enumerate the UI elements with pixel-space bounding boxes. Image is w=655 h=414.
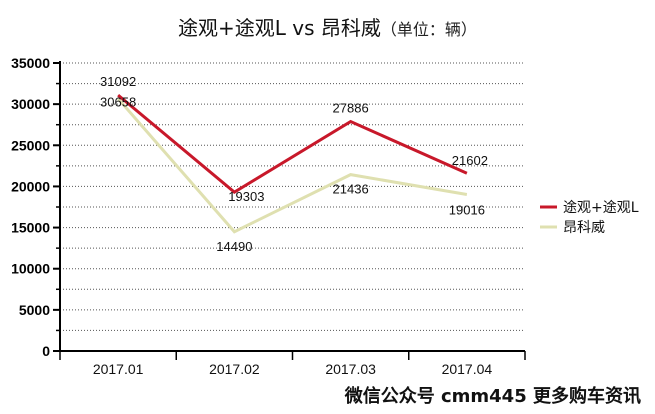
- y-tick-label: 10000: [11, 261, 50, 277]
- data-label: 30658: [100, 95, 136, 110]
- data-label: 21436: [333, 182, 369, 197]
- x-tick-label: 2017.02: [209, 361, 260, 377]
- data-labels: 31092 19303 27886 21602 30658 14490 21436 19016: [100, 74, 488, 254]
- y-tick-label: 20000: [11, 178, 50, 194]
- watermark-text: 微信公众号 cmm445 更多购车资讯: [344, 386, 641, 407]
- chart-title-main: 途观+途观L vs 昂科威: [178, 16, 381, 40]
- data-label: 19303: [228, 189, 264, 204]
- chart-title-unit: （单位：辆）: [380, 20, 477, 39]
- axes: 0 5000 10000 15000 20000 25000 30000 35000 2017.…: [11, 55, 526, 377]
- legend-label-2: 昂科威: [563, 220, 605, 236]
- x-tick-label: 2017.01: [93, 361, 144, 377]
- y-tick-label: 25000: [11, 137, 50, 153]
- y-tick-label: 35000: [11, 55, 50, 71]
- y-tick-label: 0: [42, 343, 50, 359]
- series-line-1: [117, 94, 468, 195]
- y-tick-label: 15000: [11, 220, 50, 236]
- y-tick-label: 30000: [11, 96, 50, 112]
- data-label: 14490: [216, 239, 252, 254]
- chart-title: 途观+途观L vs 昂科威（单位：辆）: [0, 12, 655, 41]
- series-lines: [116, 94, 468, 234]
- y-tick-label: 5000: [19, 302, 50, 318]
- grid-lines: [60, 62, 525, 331]
- legend: 途观+途观L 昂科威: [540, 199, 639, 236]
- data-label: 19016: [449, 203, 485, 218]
- data-label: 31092: [100, 74, 136, 89]
- x-tick-label: 2017.03: [325, 361, 376, 377]
- data-label: 21602: [452, 153, 488, 168]
- series-line-2: [116, 97, 468, 234]
- x-tick-label: 2017.04: [442, 361, 493, 377]
- data-label: 27886: [333, 101, 369, 116]
- legend-label-1: 途观+途观L: [563, 199, 639, 216]
